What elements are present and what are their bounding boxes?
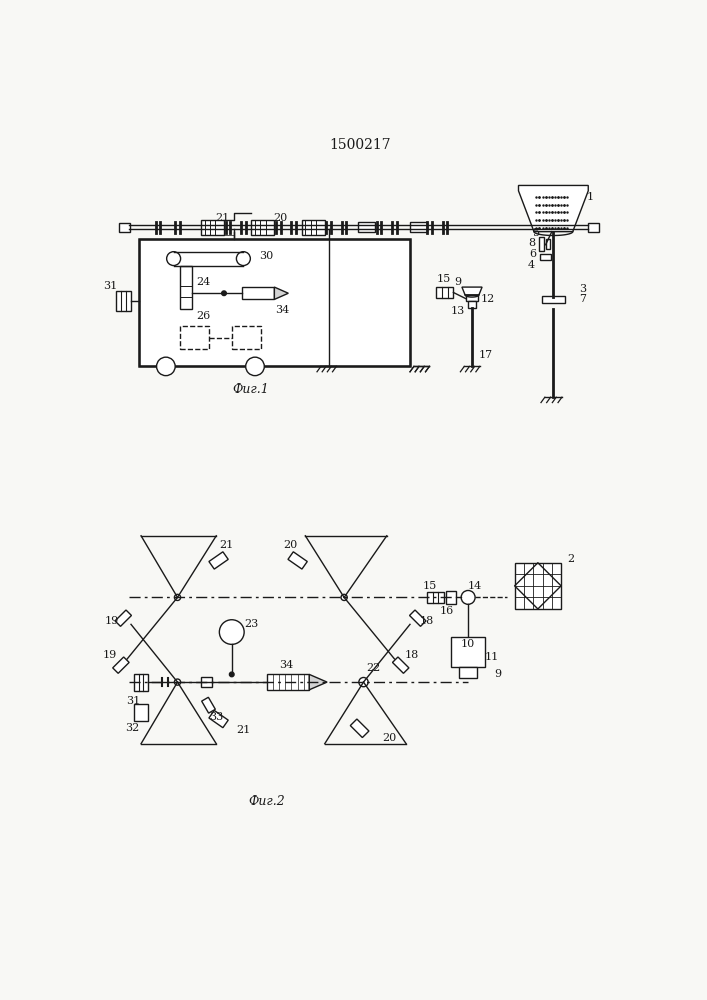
Polygon shape: [409, 610, 426, 626]
Text: Фиг.1: Фиг.1: [233, 383, 269, 396]
Bar: [201, 220, 224, 235]
Text: 1500217: 1500217: [329, 138, 390, 152]
Polygon shape: [392, 657, 409, 673]
Bar: [515, 563, 561, 609]
Text: 17: 17: [479, 350, 493, 360]
Bar: [301, 220, 325, 235]
Text: 6: 6: [530, 249, 537, 259]
Text: 21: 21: [236, 725, 250, 735]
Bar: [251, 220, 274, 235]
Text: 1: 1: [587, 192, 594, 202]
Text: Фиг.2: Фиг.2: [248, 795, 285, 808]
Bar: [242, 287, 274, 299]
Text: 30: 30: [259, 251, 274, 261]
Polygon shape: [112, 657, 129, 673]
Bar: [134, 704, 148, 721]
Text: 23: 23: [244, 619, 258, 629]
Polygon shape: [201, 697, 216, 713]
Bar: [180, 266, 192, 309]
Text: 5: 5: [533, 228, 540, 238]
Circle shape: [219, 620, 244, 644]
Circle shape: [341, 594, 347, 600]
Circle shape: [156, 357, 175, 376]
Circle shape: [361, 679, 367, 685]
Bar: [115, 291, 131, 311]
Text: 21: 21: [216, 213, 230, 223]
Text: 8: 8: [528, 238, 535, 248]
Text: 9: 9: [455, 277, 462, 287]
Text: 33: 33: [209, 712, 223, 722]
Circle shape: [236, 252, 250, 266]
Bar: [358, 222, 375, 232]
Bar: [459, 667, 477, 678]
Text: 15: 15: [436, 274, 450, 284]
Polygon shape: [209, 552, 228, 569]
Text: 34: 34: [275, 305, 289, 315]
Bar: [134, 674, 148, 691]
Text: 19: 19: [105, 615, 119, 626]
Circle shape: [461, 590, 475, 604]
Text: 31: 31: [127, 696, 141, 706]
Text: 11: 11: [484, 652, 498, 662]
Polygon shape: [115, 610, 132, 626]
Bar: [201, 677, 212, 687]
Bar: [468, 301, 476, 308]
Text: 4: 4: [528, 260, 535, 270]
Text: 16: 16: [439, 606, 454, 616]
Bar: [466, 295, 478, 301]
Polygon shape: [518, 185, 588, 232]
Text: 7: 7: [579, 294, 586, 304]
Bar: [436, 287, 453, 298]
Bar: [446, 591, 456, 604]
Circle shape: [246, 357, 264, 376]
Bar: [139, 239, 410, 366]
Bar: [139, 239, 410, 366]
Text: 18: 18: [404, 650, 419, 660]
Text: 32: 32: [124, 723, 139, 733]
Circle shape: [222, 291, 226, 296]
Text: 19: 19: [103, 650, 117, 660]
Bar: [410, 222, 427, 232]
Text: 20: 20: [283, 540, 297, 550]
Polygon shape: [462, 287, 482, 295]
Text: 24: 24: [196, 277, 210, 287]
Text: 15: 15: [422, 581, 436, 591]
Polygon shape: [309, 674, 327, 690]
Text: 26: 26: [196, 311, 210, 321]
Bar: [540, 254, 551, 260]
Text: 14: 14: [467, 581, 481, 591]
Text: 22: 22: [366, 663, 380, 673]
Circle shape: [230, 672, 234, 677]
Polygon shape: [274, 287, 288, 299]
Text: 31: 31: [103, 281, 117, 291]
Text: 20: 20: [382, 733, 396, 743]
Bar: [427, 592, 444, 603]
Text: 20: 20: [274, 213, 288, 223]
Circle shape: [167, 252, 180, 266]
Text: 13: 13: [451, 306, 465, 316]
Bar: [232, 326, 261, 349]
Bar: [539, 237, 544, 251]
Polygon shape: [350, 719, 369, 738]
Bar: [588, 223, 599, 232]
Polygon shape: [288, 552, 308, 569]
Text: 12: 12: [480, 294, 495, 304]
Circle shape: [175, 594, 180, 600]
Circle shape: [359, 677, 368, 687]
Text: 34: 34: [279, 660, 293, 670]
Bar: [180, 326, 209, 349]
Text: 10: 10: [461, 639, 475, 649]
Bar: [119, 223, 130, 232]
Text: 18: 18: [420, 615, 434, 626]
Bar: [546, 239, 550, 249]
Bar: [451, 637, 485, 667]
Bar: [542, 296, 565, 303]
Polygon shape: [209, 710, 228, 728]
Text: 2: 2: [567, 554, 574, 564]
Circle shape: [175, 679, 180, 685]
Bar: [267, 674, 309, 690]
Text: 9: 9: [494, 669, 501, 679]
Text: 21: 21: [219, 540, 233, 550]
Text: 3: 3: [579, 284, 586, 294]
